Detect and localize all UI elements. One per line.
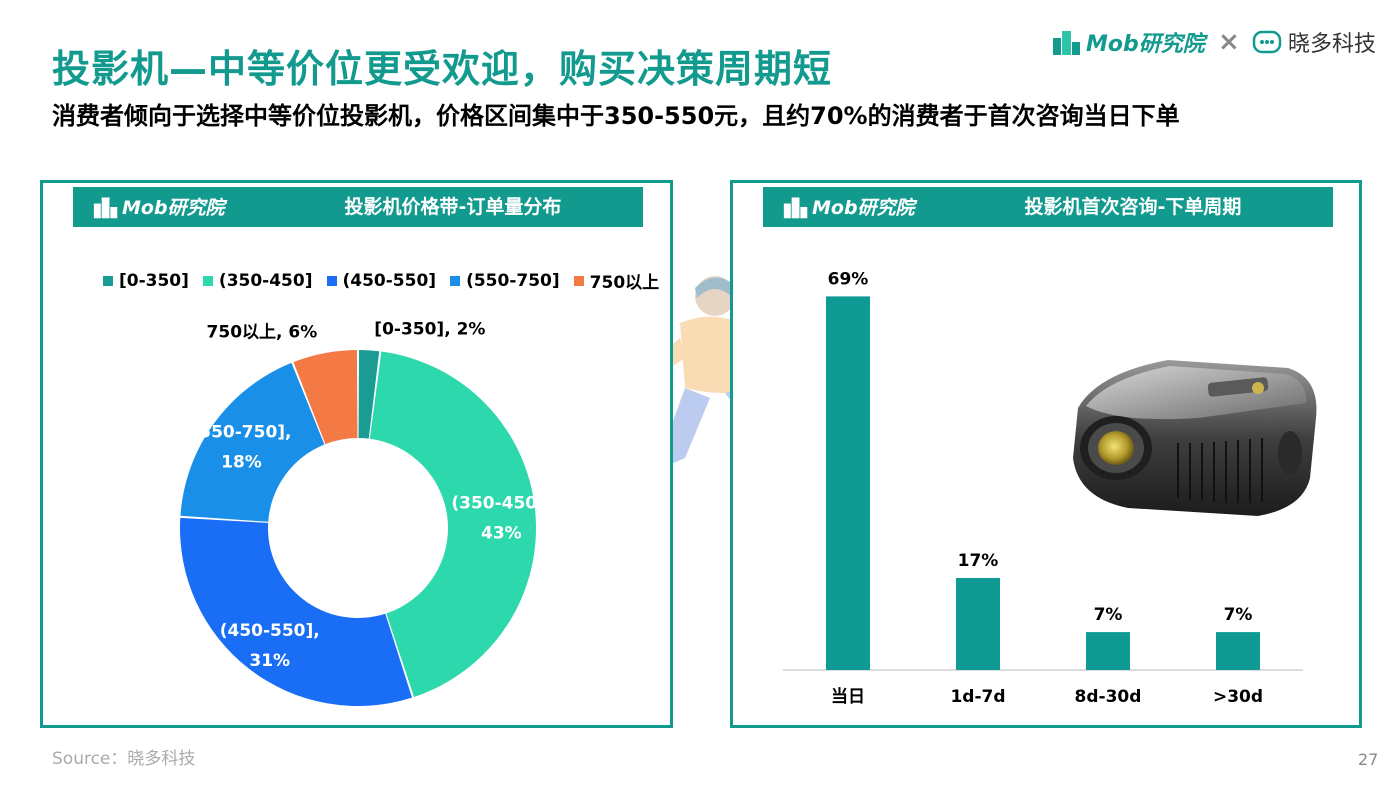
bar-data-label: 17% xyxy=(958,551,999,571)
mob-brand: Mob研究院 xyxy=(1052,24,1205,60)
source-note: Source：晓多科技 xyxy=(52,749,196,769)
x-tick-label: 当日 xyxy=(831,686,865,707)
x-tick-label: >30d xyxy=(1213,687,1263,707)
donut-data-label: (550-750], 18% xyxy=(191,422,291,472)
donut-slice xyxy=(369,351,536,697)
x-tick-label: 8d-30d xyxy=(1075,687,1142,707)
panel-logo: Mob研究院 xyxy=(93,193,225,220)
donut-slice xyxy=(180,362,325,522)
price-band-panel: Mob研究院 投影机价格带-订单量分布 [0-350] (350-450] (450… xyxy=(40,180,673,728)
donut-data-label: (450-550], 31% xyxy=(220,621,320,671)
legend-swatch xyxy=(450,275,461,286)
mob-logo-icon xyxy=(93,196,118,218)
panel-logo: Mob研究院 xyxy=(783,193,915,220)
mob-logo-icon xyxy=(1053,31,1080,55)
legend-label: (450-550] xyxy=(342,270,437,291)
bar xyxy=(1086,632,1130,670)
bar-data-label: 7% xyxy=(1224,605,1253,625)
projector-illustration xyxy=(1073,360,1317,516)
mob-logo-icon xyxy=(783,196,808,218)
legend-swatch xyxy=(573,275,584,286)
panel-logo-text: Mob研究院 xyxy=(812,197,915,219)
donut-slice xyxy=(293,350,358,445)
bar xyxy=(1216,632,1260,670)
price-band-chart-title: 投影机价格带-订单量分布 xyxy=(344,196,562,218)
legend-label: (550-750] xyxy=(466,270,560,291)
legend-item: [0-350] xyxy=(103,268,189,293)
mob-brand-text: Mob研究院 xyxy=(1086,32,1205,57)
donut-slice xyxy=(179,517,412,707)
page-title: 投影机—中等价位更受欢迎，购买决策周期短 xyxy=(52,47,833,91)
brand-separator: × xyxy=(1218,27,1240,57)
donut-slice xyxy=(358,350,380,439)
legend-item: (550-750] xyxy=(450,268,560,293)
donut-legend: [0-350] (350-450] (450-550] (550-750] 750以上 xyxy=(103,268,659,293)
x-tick-label: 1d-7d xyxy=(950,687,1005,707)
legend-swatch xyxy=(202,275,213,286)
legend-item: (350-450] xyxy=(202,268,313,293)
bar xyxy=(956,577,1000,670)
donut-data-label: 750以上, 6% xyxy=(207,322,318,342)
bar xyxy=(826,296,870,670)
donut-data-label: [0-350], 2% xyxy=(374,319,485,339)
legend-item: 750以上 xyxy=(573,268,660,293)
xiaoduo-brand: 晓多科技 xyxy=(1252,24,1376,60)
purchase-cycle-panel: Mob研究院 投影机首次咨询-下单周期 xyxy=(730,180,1362,728)
bar-chart: 69% 当日 17% 1d-7d 7% 8d-30d 7% >30d xyxy=(783,269,1303,707)
page-number: 27 xyxy=(1358,750,1379,769)
donut-data-label: (350-450], 43% xyxy=(451,493,551,543)
legend-swatch xyxy=(103,275,113,286)
bar-data-label: 69% xyxy=(828,269,869,289)
legend-swatch xyxy=(326,275,337,286)
donut-chart: [0-350], 2% (350-450], 43% (450-550], 31% (55… xyxy=(179,319,551,707)
bar-data-label: 7% xyxy=(1094,605,1123,625)
legend-label: 750以上 xyxy=(589,273,660,293)
panel-logo-text: Mob研究院 xyxy=(122,197,225,219)
legend-item: (450-550] xyxy=(326,268,437,293)
legend-label: (350-450] xyxy=(218,270,313,291)
purchase-cycle-chart-title: 投影机首次咨询-下单周期 xyxy=(1024,196,1242,218)
purchase-cycle-panel-header: Mob研究院 投影机首次咨询-下单周期 xyxy=(763,187,1333,227)
page-subtitle: 消费者倾向于选择中等价位投影机，价格区间集中于350-550元，且约70%的消费… xyxy=(52,102,1180,130)
price-band-panel-header: Mob研究院 投影机价格带-订单量分布 xyxy=(73,187,643,227)
xiaoduo-brand-text: 晓多科技 xyxy=(1288,32,1377,57)
legend-label: [0-350] xyxy=(119,270,189,291)
xiaoduo-logo-icon xyxy=(1252,30,1282,54)
